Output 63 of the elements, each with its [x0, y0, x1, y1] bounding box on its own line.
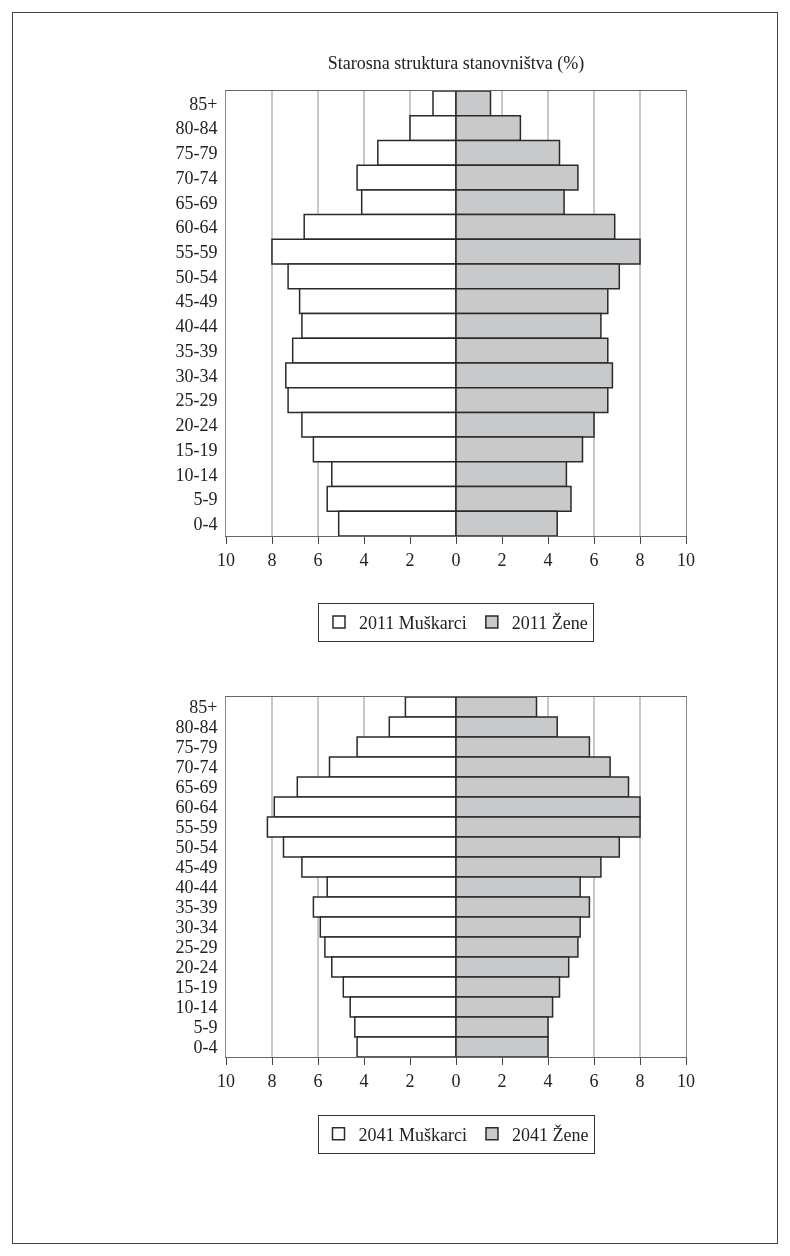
x-tick-label: 4 — [543, 549, 553, 570]
x-tick-label: 8 — [635, 1070, 645, 1091]
x-tick-label: 2 — [405, 549, 415, 570]
y-tick-label: 75-79 — [175, 737, 218, 758]
y-tick-label: 65-69 — [175, 192, 218, 213]
y-tick-label: 45-49 — [175, 291, 218, 312]
y-tick-label: 85+ — [189, 93, 218, 114]
chart-title: Starosna struktura stanovništva (%) — [327, 52, 585, 74]
legend-label: 2011 Žene — [511, 611, 588, 633]
x-tick-label: 6 — [589, 549, 599, 570]
x-tick-label: 6 — [313, 549, 323, 570]
y-tick-label: 40-44 — [175, 316, 218, 337]
y-tick-label: 10-14 — [175, 464, 218, 485]
y-tick-label: 60-64 — [175, 797, 218, 818]
x-tick-label: 6 — [313, 1070, 323, 1091]
x-tick-label: 0 — [451, 1070, 461, 1091]
x-tick-label: 8 — [267, 1070, 277, 1091]
y-tick-label: 40-44 — [175, 877, 218, 898]
y-tick-label: 0-4 — [193, 1037, 218, 1058]
y-tick-label: 55-59 — [175, 817, 218, 838]
legend-label: 2041 Žene — [511, 1123, 589, 1145]
x-tick-label: 10 — [677, 549, 695, 570]
y-tick-label: 20-24 — [175, 957, 218, 978]
y-tick-label: 0-4 — [193, 513, 218, 534]
x-tick-label: 10 — [217, 1070, 235, 1091]
x-tick-label: 10 — [677, 1070, 695, 1091]
y-tick-label: 60-64 — [175, 217, 218, 238]
y-tick-label: 25-29 — [175, 937, 218, 958]
x-tick-label: 10 — [217, 549, 235, 570]
y-tick-label: 5-9 — [193, 1017, 218, 1038]
y-tick-label: 80-84 — [175, 118, 218, 139]
y-tick-label: 70-74 — [175, 167, 218, 188]
y-tick-label: 75-79 — [175, 143, 218, 164]
x-tick-label: 4 — [359, 549, 369, 570]
x-tick-label: 2 — [497, 1070, 507, 1091]
y-tick-label: 15-19 — [175, 439, 218, 460]
y-tick-label: 85+ — [189, 697, 218, 718]
x-tick-label: 4 — [359, 1070, 369, 1091]
x-tick-label: 8 — [267, 549, 277, 570]
y-tick-label: 10-14 — [175, 997, 218, 1018]
y-tick-label: 70-74 — [175, 757, 218, 778]
y-tick-label: 25-29 — [175, 390, 218, 411]
x-tick-label: 8 — [635, 549, 645, 570]
x-tick-label: 2 — [497, 549, 507, 570]
y-tick-label: 35-39 — [175, 897, 218, 918]
y-tick-label: 80-84 — [175, 717, 218, 738]
x-tick-label: 0 — [451, 549, 461, 570]
y-tick-label: 5-9 — [193, 489, 218, 510]
y-tick-label: 45-49 — [175, 857, 218, 878]
y-tick-label: 30-34 — [175, 917, 218, 938]
y-tick-label: 50-54 — [175, 266, 218, 287]
y-tick-label: 55-59 — [175, 241, 218, 262]
y-tick-label: 35-39 — [175, 340, 218, 361]
y-tick-label: 50-54 — [175, 837, 218, 858]
x-tick-label: 4 — [543, 1070, 553, 1091]
y-tick-label: 15-19 — [175, 977, 218, 998]
y-tick-label: 20-24 — [175, 415, 218, 436]
x-tick-label: 6 — [589, 1070, 599, 1091]
x-tick-label: 2 — [405, 1070, 415, 1091]
y-tick-label: 65-69 — [175, 777, 218, 798]
legend-label: 2011 Muškarci — [359, 612, 467, 633]
legend-label: 2041 Muškarci — [358, 1124, 467, 1145]
y-tick-label: 30-34 — [175, 365, 218, 386]
